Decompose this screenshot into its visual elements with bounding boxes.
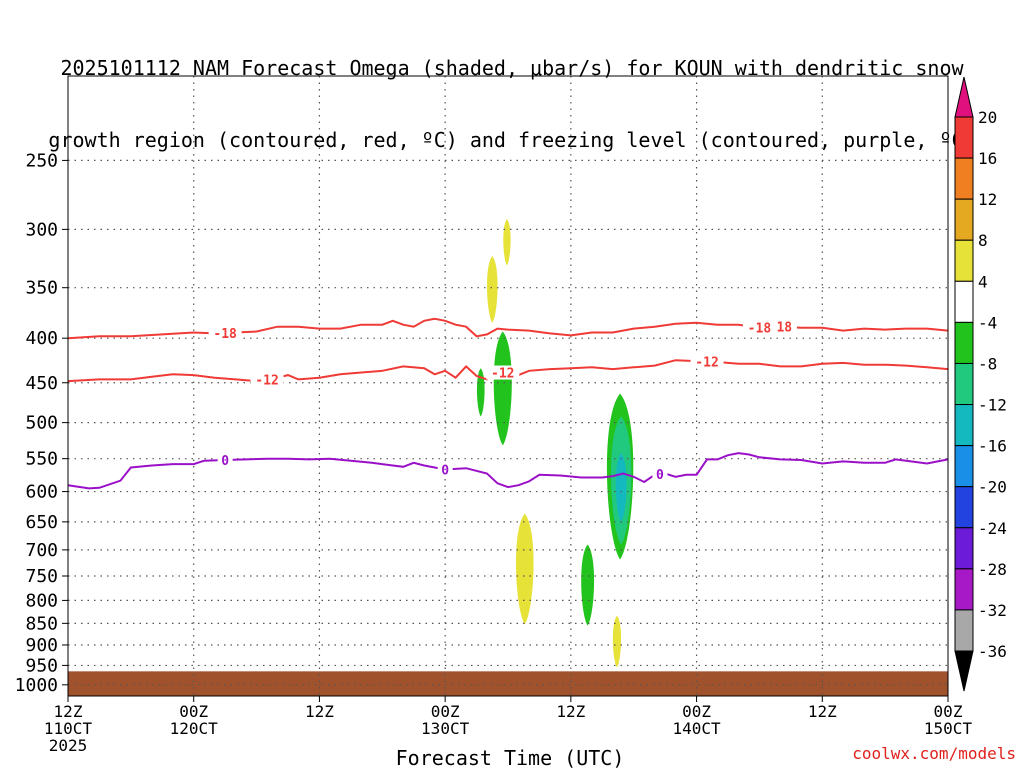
contour-label-bg [690,354,724,369]
colorbar-label: -32 [978,601,1007,620]
y-tick-label: 550 [25,449,58,470]
contour-label-bg [250,372,284,387]
y-tick-label: 600 [25,482,58,503]
x-tick-label: 00Z [431,702,460,721]
x-tick-label: 12Z [808,702,837,721]
contour-label-bg [486,365,520,380]
y-tick-label: 400 [25,328,58,349]
y-tick-label: 650 [25,512,58,533]
x-tick-label: 12Z [54,702,83,721]
colorbar-bin [954,609,974,652]
x-tick-label: 00Z [682,702,711,721]
ground-fill [68,671,948,696]
colorbar-label: 8 [978,231,988,250]
colorbar-label: 12 [978,190,997,209]
x-tick-sublabel: 130CT [421,719,470,738]
x-tick-year: 2025 [49,736,88,755]
y-tick-label: 900 [25,635,58,656]
x-tick-sublabel: 110CT [44,719,93,738]
colorbar-arrow-top [954,76,974,118]
colorbar-bin [954,404,974,447]
colorbar-label: -4 [978,313,997,332]
contour-label-2-1: 0 [441,464,449,479]
contour-label-bg [437,462,453,477]
colorbar-label: 16 [978,149,997,168]
shaded-regions [476,219,634,668]
colorbar-label: 4 [978,272,988,291]
y-tick-label: 1000 [15,675,58,696]
y-tick-label: 800 [25,590,58,611]
omega-region-7 [515,513,534,625]
contour-label-2-0: 0 [221,454,229,469]
omega-region-1 [503,219,511,266]
colorbar-arrow-bottom [954,650,974,692]
contour-label-2-2: 0 [656,468,664,483]
omega-region-2 [476,368,485,417]
colorbar-bin [954,362,974,406]
colorbar-bin [954,198,974,241]
omega-region-9 [612,615,622,668]
contour-label-1-2: -12 [695,356,718,371]
omega-region-8 [581,544,595,626]
colorbar-bin [954,486,974,529]
x-tick-label: 00Z [934,702,963,721]
contour-label-0-2: -18 [748,322,772,337]
colorbar-label: 20 [978,108,997,127]
contour-label-bg [742,320,776,335]
colorbar-label: -16 [978,437,1007,456]
colorbar-label: -28 [978,560,1007,579]
colorbar-bin [954,568,974,611]
colorbar-bin [954,280,974,323]
x-tick-label: 00Z [179,702,208,721]
contour-label-bg [208,325,242,340]
y-tick-label: 250 [25,150,58,171]
x-tick-sublabel: 120CT [170,719,219,738]
x-tick-sublabel: 140CT [672,719,721,738]
colorbar: 20 16 12 8 4 -4 -8 -12 -16 -20 -24 -28 -32 -36 [954,76,1007,692]
contour-label-bg [217,453,233,468]
x-tick-sublabel: 150CT [924,719,973,738]
attribution-text: coolwx.com/models [852,744,1016,763]
y-tick-label: 950 [25,655,58,676]
y-tick-label: 850 [25,613,58,634]
omega-region-0 [486,256,498,323]
omega-region-6 [615,453,627,522]
contour-label-bg [652,467,668,482]
y-tick-label: 350 [25,278,58,299]
contour-label-1-1: -12 [491,367,514,382]
y-tick-label: 500 [25,413,58,434]
chart-title-line-2: growth region (contoured, red, ºC) and f… [48,128,976,152]
contour-label-1-0: -12 [255,373,278,388]
colorbar-bin [954,527,974,570]
colorbar-bin [954,239,974,282]
colorbar-label: -12 [978,396,1007,415]
plot-frame [67,75,949,697]
colorbar-bin [954,321,974,364]
contour-line-0 [67,317,949,340]
colorbar-label: -36 [978,642,1007,661]
x-tick-label: 12Z [556,702,585,721]
colorbar-label: -20 [978,478,1007,497]
x-axis-title: Forecast Time (UTC) [395,746,625,770]
colorbar-label: -8 [978,354,997,373]
colorbar-bin [954,116,974,159]
contour-label-0-0: -18 [213,327,237,342]
y-tick-label: 450 [25,373,58,394]
colorbar-label: -24 [978,519,1007,538]
y-tick-label: 300 [25,219,58,240]
omega-region-3 [493,331,512,446]
colorbar-bin [954,157,974,200]
x-tick-label: 12Z [305,702,334,721]
colorbar-bin [954,445,974,488]
y-tick-label: 700 [25,540,58,561]
y-tick-label: 750 [25,566,58,587]
